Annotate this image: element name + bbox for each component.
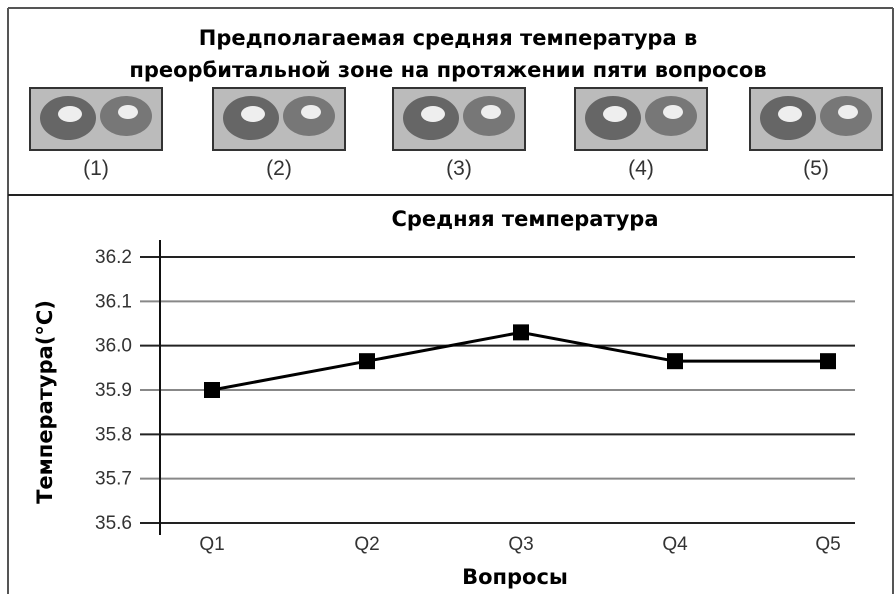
thermal-image-shape: [118, 105, 138, 119]
x-tick-label: Q2: [354, 534, 379, 555]
x-tick-label: Q3: [508, 534, 533, 555]
thermal-image-shape: [58, 106, 82, 122]
marker: [667, 353, 683, 370]
thermal-image-shape: [421, 106, 445, 122]
x-tick-label: Q4: [662, 534, 688, 555]
thermal-image-shape: [778, 106, 802, 122]
y-axis-label: Температура(°C): [33, 300, 57, 504]
thermal-image-shape: [838, 105, 858, 119]
panel-label: (4): [628, 157, 654, 180]
figure-title: преорбитальной зоне на протяжении пяти в…: [129, 58, 766, 82]
y-tick-label: 36.2: [95, 247, 132, 268]
thermal-image-shape: [481, 105, 501, 119]
marker: [204, 382, 220, 398]
y-tick-label: 35.9: [95, 380, 132, 401]
x-tick-label: Q1: [199, 534, 224, 555]
thermal-image-shape: [301, 105, 321, 119]
thermal-image-shape: [663, 105, 683, 119]
thermal-image-shape: [241, 106, 265, 122]
x-axis-label: Вопросы: [462, 565, 568, 589]
panel-label: (3): [446, 157, 472, 180]
x-tick-label: Q5: [815, 534, 840, 555]
marker: [820, 353, 836, 370]
marker: [513, 324, 529, 341]
panel-label: (2): [266, 157, 292, 180]
chart-title: Средняя температура: [391, 207, 658, 231]
panel-label: (5): [803, 157, 829, 180]
y-tick-label: 36.1: [95, 291, 132, 312]
y-tick-label: 35.8: [95, 424, 132, 445]
marker: [359, 353, 375, 370]
y-tick-label: 36.0: [95, 336, 132, 357]
y-tick-label: 35.6: [95, 513, 132, 534]
thermal-image-shape: [603, 106, 627, 122]
figure-title: Предполагаемая средняя температура в: [199, 26, 697, 50]
y-tick-label: 35.7: [95, 469, 132, 490]
panel-label: (1): [83, 157, 109, 180]
